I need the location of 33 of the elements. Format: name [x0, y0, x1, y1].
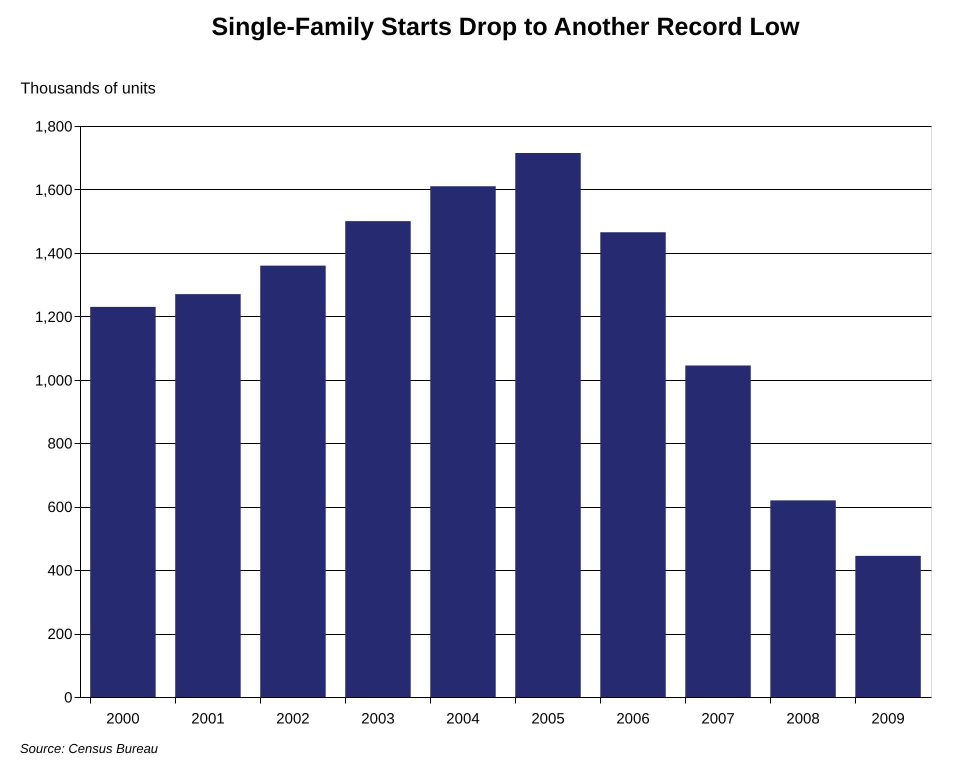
bar [430, 186, 496, 697]
x-tick-label: 2004 [446, 710, 480, 728]
x-tick-label: 2007 [701, 710, 735, 728]
source-note: Source: Census Bureau [20, 741, 158, 756]
bar [855, 556, 921, 697]
y-axis-title: Thousands of units [20, 80, 156, 98]
bar [515, 152, 581, 697]
x-tick-label: 2009 [871, 710, 905, 728]
y-tick-label: 0 [64, 690, 72, 706]
y-tick-label: 1,000 [34, 372, 72, 390]
x-tick-label: 2008 [786, 710, 820, 728]
x-tick-label: 2005 [531, 710, 565, 728]
y-tick-label: 400 [47, 562, 72, 580]
bar [770, 500, 836, 697]
bar [260, 266, 326, 697]
bar [175, 294, 241, 697]
y-tick-label: 1,800 [34, 118, 72, 136]
chart-title: Single-Family Starts Drop to Another Record Low [211, 13, 800, 41]
x-tick-label: 2003 [361, 710, 395, 728]
y-tick-label: 600 [47, 499, 72, 516]
x-tick-label: 2000 [106, 710, 140, 728]
x-tick-label: 2006 [616, 710, 650, 728]
y-tick-label: 1,400 [34, 245, 72, 262]
bar [90, 306, 156, 697]
bar [685, 366, 751, 697]
x-tick-label: 2001 [191, 710, 225, 728]
y-tick-label: 200 [47, 626, 72, 644]
y-tick-label: 1,600 [34, 182, 72, 199]
y-tick-label: 800 [47, 436, 72, 453]
x-tick-label: 2002 [276, 710, 310, 728]
bar [345, 221, 411, 697]
y-tick-label: 1,200 [34, 308, 72, 326]
bar [600, 232, 666, 697]
